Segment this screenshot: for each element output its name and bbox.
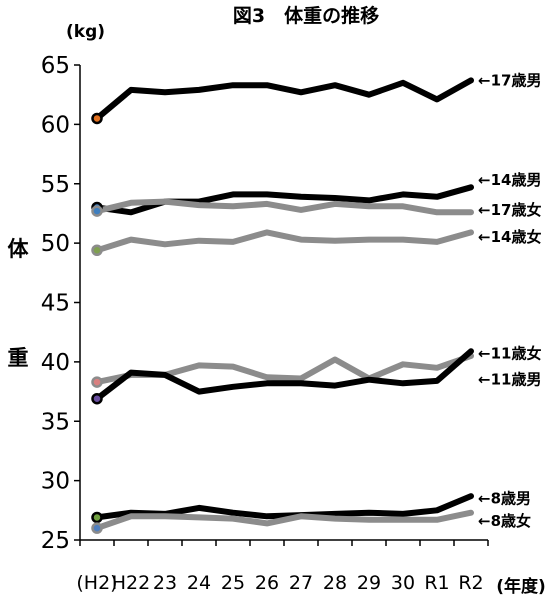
y-tick-label: 65 (41, 53, 70, 79)
series-start-marker (91, 392, 103, 405)
x-axis-ticks: (H2)H22 23 24 25 26 27 28 29 30 R1 R2 (76, 540, 489, 594)
series-line (94, 198, 474, 216)
series-line (94, 509, 474, 532)
x-tick-label: 29 (357, 572, 381, 594)
series-start-marker (91, 112, 103, 125)
series-start-markers (91, 112, 103, 534)
x-tick-label: 30 (391, 572, 415, 594)
series-line (94, 352, 474, 386)
x-tick-label: H22 (112, 572, 150, 594)
y-tick-label: 45 (41, 291, 70, 317)
x-axis-label: (年度) (496, 576, 545, 597)
y-tick-label: 55 (41, 172, 70, 198)
x-tick-label: R2 (458, 572, 483, 594)
series-label: ←11歳男 (478, 371, 541, 389)
series-lines (94, 77, 474, 532)
x-tick-label: 27 (289, 572, 313, 594)
series-label: ←17歳女 (478, 201, 541, 219)
y-tick-label: 30 (41, 469, 70, 495)
y-tick-label: 40 (41, 350, 70, 376)
series-start-marker (91, 511, 103, 524)
y-tick-label: 25 (41, 528, 70, 554)
series-label: ←17歳男 (478, 71, 541, 89)
series-start-marker (91, 376, 103, 388)
y-tick-label: 50 (41, 231, 70, 257)
series-labels: ←17歳男 ←14歳男 ←17歳女 ←14歳女 ←11歳女 ←11歳男 ←8歳男 ←8歳女 (478, 71, 541, 530)
x-tick-label: 23 (153, 572, 177, 594)
series-start-marker (91, 205, 103, 217)
series-line (94, 229, 474, 254)
x-tick-label: 28 (323, 572, 347, 594)
x-tick-label: 26 (255, 572, 279, 594)
y-axis-ticks: 25 30 35 40 45 50 55 60 65 (41, 53, 80, 554)
y-tick-label: 60 (41, 112, 70, 138)
x-tick-label: 25 (221, 572, 245, 594)
x-tick-label: 24 (187, 572, 211, 594)
series-label: ←14歳女 (478, 228, 541, 246)
y-tick-label: 35 (41, 409, 70, 435)
chart-title: 図3 体重の推移 (233, 4, 379, 27)
y-axis-label-char-1: 体 (8, 237, 30, 261)
y-axis-unit: (kg) (66, 22, 105, 42)
series-label: ←11歳女 (478, 345, 541, 363)
series-label: ←8歳女 (478, 512, 531, 530)
series-start-marker (91, 244, 103, 256)
series-start-marker (91, 522, 103, 534)
series-line (94, 348, 474, 402)
y-axis-label-char-2: 重 (8, 346, 29, 370)
x-tick-label: R1 (424, 572, 449, 594)
series-label: ←8歳男 (478, 489, 531, 507)
x-tick-label: (H2) (76, 572, 117, 594)
series-label: ←14歳男 (478, 171, 541, 189)
series-line (94, 77, 474, 122)
